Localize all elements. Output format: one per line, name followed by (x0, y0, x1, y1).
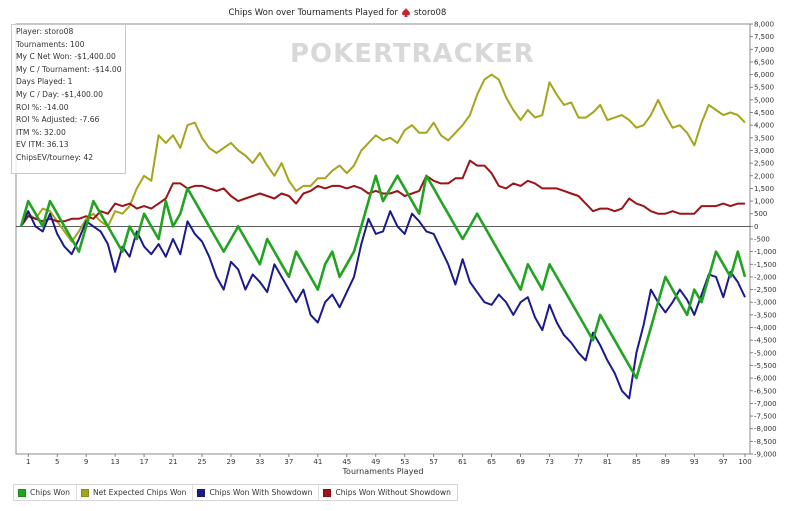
legend-item[interactable]: Chips Won (14, 485, 77, 500)
x-tick-label: 53 (400, 458, 409, 466)
x-tick-label: 29 (226, 458, 235, 466)
x-tick-label: 13 (111, 458, 120, 466)
x-tick-label: 1 (26, 458, 30, 466)
y-tick-label: -5,000 (754, 349, 777, 357)
y-tick-label: -3,000 (754, 299, 777, 307)
legend-swatch (80, 488, 89, 497)
x-tick-label: 100 (738, 458, 751, 466)
y-tick-label: 0 (754, 223, 758, 231)
x-tick-label: 89 (661, 458, 670, 466)
y-tick-label: 500 (754, 210, 767, 218)
y-tick-label: 1,000 (754, 198, 774, 206)
stat-line: ROI % Adjusted: -7.66 (16, 115, 100, 125)
x-tick-label: 45 (342, 458, 351, 466)
legend-swatch (323, 488, 332, 497)
legend-item[interactable]: Net Expected Chips Won (77, 485, 194, 500)
x-tick-label: 65 (487, 458, 496, 466)
y-tick-label: -1,500 (754, 261, 777, 269)
y-tick-label: 5,500 (754, 84, 774, 92)
series-line-net-expected-chips-won (20, 73, 746, 243)
stat-line: My C / Tournament: -$14.00 (16, 64, 122, 74)
y-tick-label: 4,500 (754, 109, 774, 117)
y-tick-label: 7,000 (754, 46, 774, 54)
x-tick-label: 5 (55, 458, 59, 466)
x-axis-label: Tournaments Played (342, 467, 424, 476)
y-tick-label: 1,500 (754, 185, 774, 193)
x-tick-label: 73 (545, 458, 554, 466)
legend-swatch (18, 488, 26, 497)
stat-line: Player: storo08 (16, 27, 74, 36)
chart-title: Chips Won over Tournaments Played for (229, 8, 399, 18)
y-tick-label: -2,500 (754, 286, 777, 294)
y-tick-label: -6,500 (754, 387, 777, 395)
poker-spade-icon (402, 8, 410, 17)
stat-line: ChipsEV/tourney: 42 (16, 152, 94, 162)
x-tick-label: 93 (690, 458, 699, 466)
x-tick-label: 61 (458, 458, 467, 466)
y-tick-label: 5,000 (754, 96, 774, 104)
stat-line: My C Net Won: -$1,400.00 (16, 52, 116, 62)
y-tick-label: -4,000 (754, 324, 777, 332)
y-tick-label: -8,000 (754, 425, 777, 433)
stat-line: EV ITM: 36.13 (16, 140, 69, 150)
y-tick-label: 2,500 (754, 160, 774, 168)
y-tick-label: -9,000 (754, 451, 777, 459)
chart-title-player: storo08 (414, 8, 446, 18)
x-tick-label: 81 (603, 458, 612, 466)
legend-label: Net Expected Chips Won (92, 488, 187, 497)
legend-label: Chips Won Without Showdown (335, 488, 451, 497)
x-tick-label: 21 (169, 458, 178, 466)
series-line-chips-won (19, 174, 747, 380)
stat-line: ITM %: 32.00 (16, 127, 66, 137)
y-tick-label: -8,500 (754, 438, 777, 446)
y-tick-label: 2,000 (754, 172, 774, 180)
series-line-chips-won-without-showdown (20, 159, 745, 227)
x-tick-label: 69 (516, 458, 525, 466)
y-tick-label: 3,000 (754, 147, 774, 155)
y-tick-label: 4,000 (754, 122, 774, 130)
stat-line: Tournaments: 100 (16, 39, 85, 49)
x-tick-label: 9 (84, 458, 88, 466)
y-tick-label: -7,500 (754, 413, 777, 421)
y-tick-label: 8,000 (754, 21, 774, 29)
stat-line: ROI %: -14.00 (16, 102, 69, 112)
y-tick-label: 6,000 (754, 71, 774, 79)
y-tick-label: 7,500 (754, 33, 774, 41)
y-tick-label: -3,500 (754, 311, 777, 319)
y-tick-label: -7,000 (754, 400, 777, 408)
y-tick-label: -1,000 (754, 248, 777, 256)
x-tick-label: 97 (719, 458, 728, 466)
series-line-chips-won-with-showdown (20, 210, 746, 400)
x-tick-label: 25 (198, 458, 207, 466)
stat-line: Days Played: 1 (16, 77, 73, 87)
y-tick-label: -2,000 (754, 273, 777, 281)
y-tick-label: -5,500 (754, 362, 777, 370)
x-tick-label: 41 (313, 458, 322, 466)
legend-label: Chips Won With Showdown (209, 488, 313, 497)
x-tick-label: 17 (140, 458, 149, 466)
legend-item[interactable]: Chips Won Without Showdown (319, 485, 456, 500)
x-tick-label: 49 (371, 458, 380, 466)
x-tick-label: 57 (429, 458, 438, 466)
x-tick-label: 37 (284, 458, 293, 466)
y-tick-label: 3,500 (754, 134, 774, 142)
y-tick-label: 6,500 (754, 58, 774, 66)
x-tick-label: 85 (632, 458, 641, 466)
x-tick-label: 77 (574, 458, 583, 466)
chart-watermark: POKERTRACKER (290, 39, 535, 69)
legend-label: Chips Won (30, 488, 70, 497)
stat-line: My C / Day: -$1,400.00 (16, 89, 103, 99)
x-tick-label: 33 (255, 458, 264, 466)
chart-legend: Chips Won Net Expected Chips Won Chips Won… (13, 484, 458, 501)
legend-item[interactable]: Chips Won With Showdown (193, 485, 320, 500)
y-tick-label: -4,500 (754, 337, 777, 345)
y-tick-label: -500 (754, 236, 770, 244)
legend-swatch (197, 488, 206, 497)
player-stats-panel: Player: storo08 Tournaments: 100 My C Net … (11, 24, 126, 174)
y-tick-label: -6,000 (754, 375, 777, 383)
